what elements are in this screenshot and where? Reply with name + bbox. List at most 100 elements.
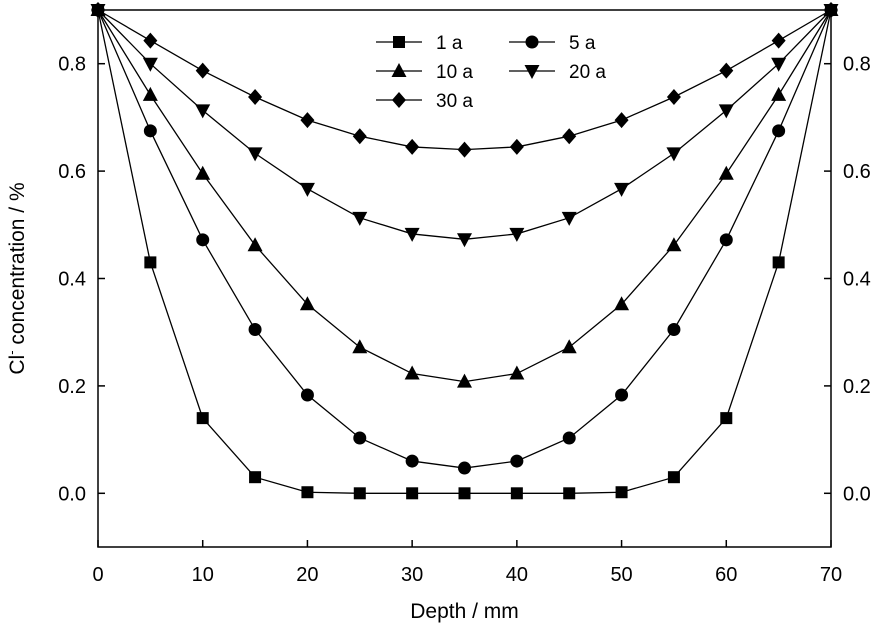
- y-tick-label-right: 0.4: [843, 269, 871, 291]
- x-tick-label: 40: [506, 564, 528, 586]
- data-point: [247, 147, 263, 162]
- data-point: [615, 388, 629, 402]
- data-point: [301, 486, 314, 499]
- data-point: [457, 373, 472, 388]
- data-point: [352, 211, 368, 226]
- y-axis-title-main: Cl: [6, 355, 29, 375]
- legend-item: 30 a: [376, 91, 473, 112]
- y-tick-label-left: 0.0: [58, 483, 86, 505]
- data-point: [510, 487, 523, 500]
- data-point: [195, 165, 211, 180]
- data-point: [772, 256, 785, 269]
- y-axis-title: Cl- concentration / %: [4, 182, 29, 374]
- data-point: [509, 365, 525, 380]
- legend-label: 30 a: [436, 91, 473, 112]
- data-point: [615, 486, 628, 499]
- data-point: [142, 57, 158, 72]
- data-point: [614, 296, 630, 311]
- y-tick-label-right: 0.2: [843, 376, 871, 398]
- data-point: [406, 487, 419, 500]
- legend-marker: [391, 63, 407, 77]
- y-tick-label-left: 0.6: [58, 161, 86, 183]
- data-point: [143, 124, 157, 138]
- series-line: [97, 9, 832, 240]
- data-point: [249, 471, 262, 484]
- data-point: [196, 412, 209, 425]
- data-point: [196, 233, 210, 247]
- legend-label: 20 a: [569, 62, 606, 83]
- data-point: [405, 138, 420, 155]
- x-axis-title: Depth / mm: [410, 600, 519, 623]
- data-point: [561, 211, 577, 226]
- data-point: [352, 339, 368, 354]
- legend-label: 5 a: [569, 33, 596, 54]
- legend-item: 5 a: [509, 33, 596, 54]
- series-10a: [90, 2, 839, 388]
- legend-item: 10 a: [376, 62, 473, 83]
- x-tick-label: 70: [820, 564, 842, 586]
- ticks-layer: 0 10 20 30 40 50 60 70 0.0 0.0 0.2 0.2 0.4 0.4 0.6 0.6 0…: [58, 54, 871, 586]
- data-point: [666, 237, 682, 252]
- y-tick-label-left: 0.4: [58, 269, 86, 291]
- data-point: [405, 454, 419, 468]
- legend-marker: [525, 35, 539, 49]
- legend-label: 1 a: [436, 33, 463, 54]
- y-tick-label-right: 0.6: [843, 161, 871, 183]
- data-point: [353, 487, 366, 500]
- data-point: [299, 182, 315, 197]
- data-point: [248, 323, 262, 337]
- data-point: [510, 454, 524, 468]
- data-point: [142, 86, 158, 101]
- data-point: [458, 487, 471, 500]
- data-point: [457, 233, 472, 248]
- data-point: [614, 112, 629, 129]
- y-axis-title-superscript: -: [4, 350, 19, 354]
- data-point: [718, 165, 734, 180]
- data-point: [195, 104, 211, 119]
- data-point: [300, 112, 315, 129]
- legend-item: 20 a: [509, 62, 606, 83]
- y-tick-label-left: 0.8: [58, 54, 86, 76]
- x-tick-label: 0: [92, 564, 103, 586]
- x-tick-label: 10: [192, 564, 214, 586]
- data-point: [667, 323, 681, 337]
- legend: 1 a 5 a 10 a 20 a 30 a: [376, 33, 606, 112]
- data-point: [143, 32, 158, 49]
- data-point: [404, 365, 420, 380]
- y-tick-label-left: 0.2: [58, 376, 86, 398]
- legend-marker: [393, 36, 405, 48]
- data-point: [457, 141, 472, 158]
- data-point: [195, 62, 210, 79]
- data-point: [614, 182, 630, 197]
- series-layer: [90, 2, 839, 500]
- legend-label: 10 a: [436, 62, 473, 83]
- data-point: [666, 147, 682, 162]
- data-point: [247, 237, 263, 252]
- x-tick-label: 30: [401, 564, 423, 586]
- x-tick-label: 50: [610, 564, 632, 586]
- data-point: [248, 88, 263, 105]
- data-point: [299, 296, 315, 311]
- data-point: [563, 487, 576, 500]
- y-axis-title-rest: concentration / %: [6, 182, 29, 350]
- data-point: [720, 412, 733, 425]
- data-point: [562, 431, 576, 445]
- data-point: [771, 57, 787, 72]
- data-point: [561, 339, 577, 354]
- data-point: [509, 227, 525, 242]
- data-point: [562, 128, 577, 145]
- data-point: [771, 32, 786, 49]
- data-point: [718, 104, 734, 119]
- data-point: [719, 62, 734, 79]
- data-point: [144, 256, 157, 269]
- data-point: [509, 138, 524, 155]
- data-point: [666, 88, 681, 105]
- series-20a: [90, 4, 839, 248]
- data-point: [719, 233, 733, 247]
- x-tick-label: 20: [296, 564, 318, 586]
- y-tick-label-right: 0.8: [843, 54, 871, 76]
- data-point: [404, 227, 420, 242]
- legend-marker: [524, 65, 540, 79]
- data-point: [352, 128, 367, 145]
